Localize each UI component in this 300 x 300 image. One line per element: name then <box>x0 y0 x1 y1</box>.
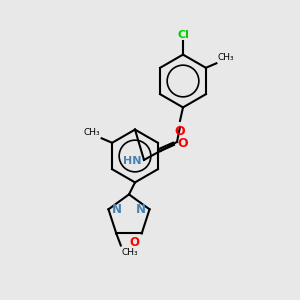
Text: HN: HN <box>123 156 142 167</box>
Text: O: O <box>129 236 139 249</box>
Text: N: N <box>112 203 122 216</box>
Text: CH₃: CH₃ <box>122 248 138 257</box>
Text: Cl: Cl <box>177 30 189 40</box>
Text: CH₃: CH₃ <box>83 128 100 137</box>
Text: O: O <box>178 137 188 150</box>
Text: CH₃: CH₃ <box>218 53 235 62</box>
Text: N: N <box>136 203 146 216</box>
Text: O: O <box>175 125 185 138</box>
